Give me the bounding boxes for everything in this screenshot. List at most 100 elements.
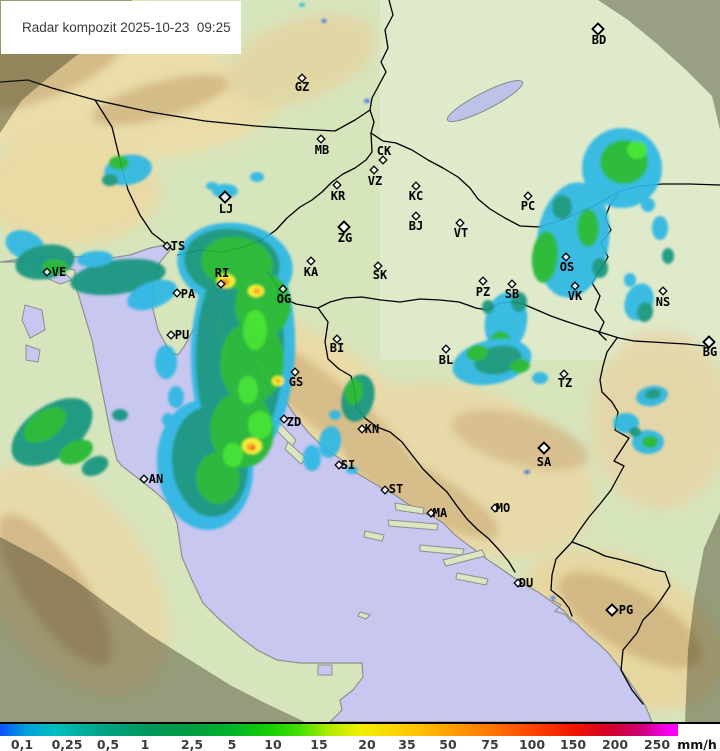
radar-echo-brightgreen (627, 141, 647, 159)
radar-echo-blue (550, 596, 556, 600)
radar-echo-cyan (652, 216, 668, 240)
city-label-st: ST (389, 482, 403, 496)
city-label-mb: MB (315, 143, 329, 157)
legend: mm/h 0,1 0,25 0,5 1 2,5 5 10 15 20 35 50 75 100 150 20… (0, 722, 720, 751)
city-label-sk: SK (373, 268, 388, 282)
title-bar: Radar kompozit 2025-10-23 09:25 (1, 1, 241, 54)
city-label-bj: BJ (409, 219, 423, 233)
city-label-si: SI (341, 458, 355, 472)
city-label-lj: LJ (219, 202, 233, 216)
city-label-zd: ZD (287, 415, 301, 429)
city-label-mo: MO (496, 501, 510, 515)
city-label-ns: NS (656, 295, 670, 309)
radar-echo-cyan (77, 250, 113, 268)
radar-echo-green (109, 156, 129, 170)
city-marker-icon (316, 134, 326, 144)
city-label-kc: KC (409, 189, 423, 203)
city-tz: TZ (558, 369, 572, 390)
radar-echo-green (344, 379, 364, 405)
city-marker-icon (559, 369, 569, 379)
city-marker-icon (570, 281, 580, 291)
city-marker-icon (369, 165, 379, 175)
city-label-pz: PZ (476, 285, 490, 299)
city-label-ve: VE (52, 265, 66, 279)
city-marker-icon (490, 503, 500, 513)
city-ri: RI (215, 266, 229, 289)
radar-echo-red (251, 446, 255, 450)
city-label-bi: BI (330, 341, 344, 355)
radar-echo-cyan (532, 372, 548, 384)
radar-echo-orange (275, 378, 281, 384)
city-mb: MB (315, 134, 329, 157)
city-label-ts: TS (171, 239, 185, 253)
radar-echo-brightgreen (238, 376, 258, 404)
legend-tick-10: 10 (264, 737, 282, 751)
city-gz: GZ (295, 73, 309, 94)
radar-echo-cyan (318, 426, 342, 458)
city-zd: ZD (279, 414, 301, 429)
city-marker-icon (139, 474, 149, 484)
city-label-pc: PC (521, 199, 535, 213)
radar-echo-orange (253, 288, 261, 294)
radar-echo-blue (321, 19, 327, 23)
city-label-pu: PU (175, 328, 189, 342)
city-marker-icon (513, 578, 523, 588)
city-bg: BG (702, 335, 717, 359)
radar-echo-teal (592, 258, 608, 278)
city-ts: TS (162, 239, 185, 253)
city-marker-icon (373, 261, 383, 271)
city-marker-icon (216, 279, 226, 289)
legend-unit-label: mm/h (677, 737, 717, 751)
city-label-gs: GS (289, 375, 303, 389)
city-kr: KR (331, 180, 346, 203)
city-kn: KN (357, 422, 379, 436)
legend-tick-100: 100 (518, 737, 546, 751)
city-st: ST (380, 482, 403, 496)
city-sb: SB (505, 279, 519, 301)
city-layer: GZ BD MB CK VZ KR KC LJ BJ VT ZG TS PC VE KA SK RI OS PZ SB… (42, 22, 717, 617)
radar-map: GZ BD MB CK VZ KR KC LJ BJ VT ZG TS PC VE KA SK RI OS PZ SB… (0, 0, 720, 722)
radar-echo-layer (5, 3, 674, 600)
kotor-bay (551, 599, 573, 624)
city-label-ri: RI (215, 266, 229, 280)
radar-echo-teal (636, 302, 654, 322)
radar-echo-cyan (155, 345, 177, 379)
city-label-ka: KA (304, 265, 319, 279)
city-label-sb: SB (505, 287, 519, 301)
city-label-ma: MA (433, 506, 448, 520)
city-marker-icon (426, 508, 436, 518)
legend-color-bar (0, 724, 678, 736)
radar-echo-brightgreen (248, 411, 272, 439)
legend-tick-15: 15 (310, 737, 328, 751)
city-marker-icon (507, 279, 517, 289)
radar-echo-cyan (329, 410, 341, 420)
city-marker-icon (297, 73, 307, 83)
city-vt: VT (454, 218, 468, 240)
legend-tick-75: 75 (481, 737, 499, 751)
legend-tick-0_5: 0,5 (96, 737, 120, 751)
radar-echo-green (59, 439, 93, 465)
city-ma: MA (426, 506, 448, 520)
city-marker-icon (172, 288, 182, 298)
city-pg: PG (605, 603, 633, 617)
city-kc: KC (409, 181, 423, 203)
city-marker-icon (332, 180, 342, 190)
radar-echo-blue (364, 99, 370, 103)
city-label-vk: VK (568, 289, 583, 303)
legend-tick-150: 150 (559, 737, 587, 751)
radar-echo-teal (482, 300, 494, 314)
city-label-tz: TZ (558, 376, 572, 390)
city-si: SI (334, 458, 355, 472)
radar-echo-green (466, 344, 488, 362)
city-an: AN (139, 472, 163, 486)
radar-echo-cyan (127, 279, 177, 311)
city-vk: VK (568, 281, 583, 303)
radar-echo-cyan (624, 273, 636, 287)
radar-echo-teal (81, 455, 109, 477)
radar-echo-teal (102, 174, 118, 186)
legend-tick-0_1: 0,1 (10, 737, 34, 751)
city-label-vz: VZ (368, 174, 382, 188)
city-label-pg: PG (619, 603, 633, 617)
city-pa: PA (172, 287, 196, 301)
